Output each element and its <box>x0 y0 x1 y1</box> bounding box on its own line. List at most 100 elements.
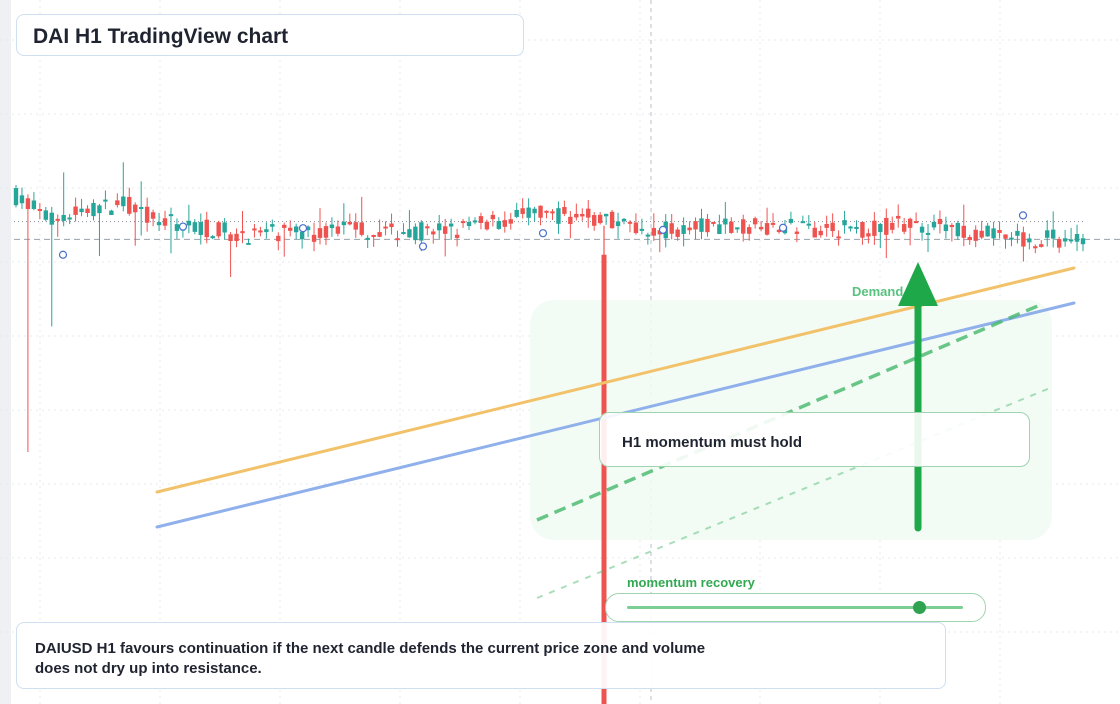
slider-knob[interactable] <box>913 601 927 614</box>
candle <box>311 222 317 252</box>
candle-body <box>955 222 961 237</box>
candle-body <box>186 220 192 226</box>
candle-body <box>651 227 657 236</box>
candle <box>395 230 400 247</box>
candle-body <box>717 224 722 234</box>
candle-body <box>764 223 770 235</box>
candle-body <box>830 222 835 232</box>
candle-body <box>866 233 871 237</box>
green-guide-faint <box>536 387 1051 599</box>
candle-body <box>347 221 353 225</box>
candle <box>186 204 192 234</box>
candle-body <box>121 196 126 207</box>
candle <box>37 203 43 220</box>
candle <box>943 216 949 239</box>
candle <box>67 214 72 225</box>
candle <box>127 187 132 216</box>
candle <box>800 215 806 224</box>
candle <box>758 221 764 232</box>
candle <box>568 210 573 239</box>
candle <box>860 221 865 245</box>
candle-body <box>478 216 484 224</box>
candle-body <box>311 234 317 242</box>
candle <box>454 228 460 247</box>
candle <box>705 213 710 237</box>
candle-body <box>919 226 925 233</box>
slider-track[interactable] <box>627 606 963 609</box>
candle <box>1033 244 1038 254</box>
candle <box>532 206 537 222</box>
candle <box>133 202 138 246</box>
candle-body <box>705 218 710 233</box>
candle <box>1021 226 1026 262</box>
candle-body <box>848 226 853 229</box>
candle <box>216 220 221 239</box>
candle-body <box>586 208 591 218</box>
candle-body <box>1080 238 1086 245</box>
candle <box>85 205 90 218</box>
candle <box>61 172 66 227</box>
candle <box>687 221 692 235</box>
candle-body <box>252 228 257 231</box>
candle-body <box>812 227 817 238</box>
candle-body <box>43 210 49 220</box>
swing-marker <box>778 223 788 232</box>
candle-body <box>806 223 811 226</box>
candle <box>955 220 961 240</box>
candle <box>961 204 966 247</box>
candle <box>788 211 794 225</box>
candle-body <box>633 222 639 234</box>
candle <box>305 225 311 238</box>
candle <box>925 224 931 253</box>
candle <box>556 201 561 234</box>
candle <box>675 227 680 241</box>
candle-body <box>55 218 60 221</box>
candle-body <box>431 231 436 235</box>
candle <box>264 222 269 239</box>
candle <box>806 215 811 230</box>
candle <box>746 224 752 241</box>
candle-body <box>127 196 132 214</box>
candle-body <box>109 210 114 216</box>
candle-body <box>365 237 370 240</box>
candle-body <box>377 232 382 237</box>
candle <box>794 227 800 243</box>
candle <box>162 210 168 231</box>
candle-body <box>103 199 108 202</box>
candle <box>121 162 126 212</box>
candle-body <box>681 225 686 234</box>
candle-body <box>621 218 627 222</box>
candle-body <box>210 236 215 239</box>
candle-body <box>61 214 66 221</box>
candle <box>818 225 823 238</box>
candle <box>764 207 770 236</box>
chart-title: DAI H1 TradingView chart <box>33 25 289 48</box>
candle-body <box>437 223 442 231</box>
candle-body <box>222 222 227 233</box>
candle-body <box>168 214 174 217</box>
candle <box>1062 229 1068 247</box>
candle <box>31 192 37 211</box>
candle <box>913 212 919 224</box>
candle-body <box>574 213 579 218</box>
candle <box>150 209 156 227</box>
candle <box>371 234 376 247</box>
candle <box>19 187 25 209</box>
candle <box>723 202 728 234</box>
candle-body <box>49 212 54 225</box>
candle <box>359 196 364 237</box>
candle-body <box>878 224 883 233</box>
candle-body <box>860 221 865 238</box>
candle <box>973 225 978 248</box>
swing-marker <box>58 250 68 259</box>
momentum-recovery-slider[interactable] <box>605 593 986 622</box>
candle-body <box>961 225 966 238</box>
candle <box>931 214 937 231</box>
candle <box>1045 220 1050 247</box>
candle <box>276 232 281 251</box>
candle-body <box>264 229 269 233</box>
candle <box>991 221 996 246</box>
candle-body <box>770 222 776 225</box>
candle-body <box>1009 237 1014 240</box>
candle-body <box>19 195 25 204</box>
